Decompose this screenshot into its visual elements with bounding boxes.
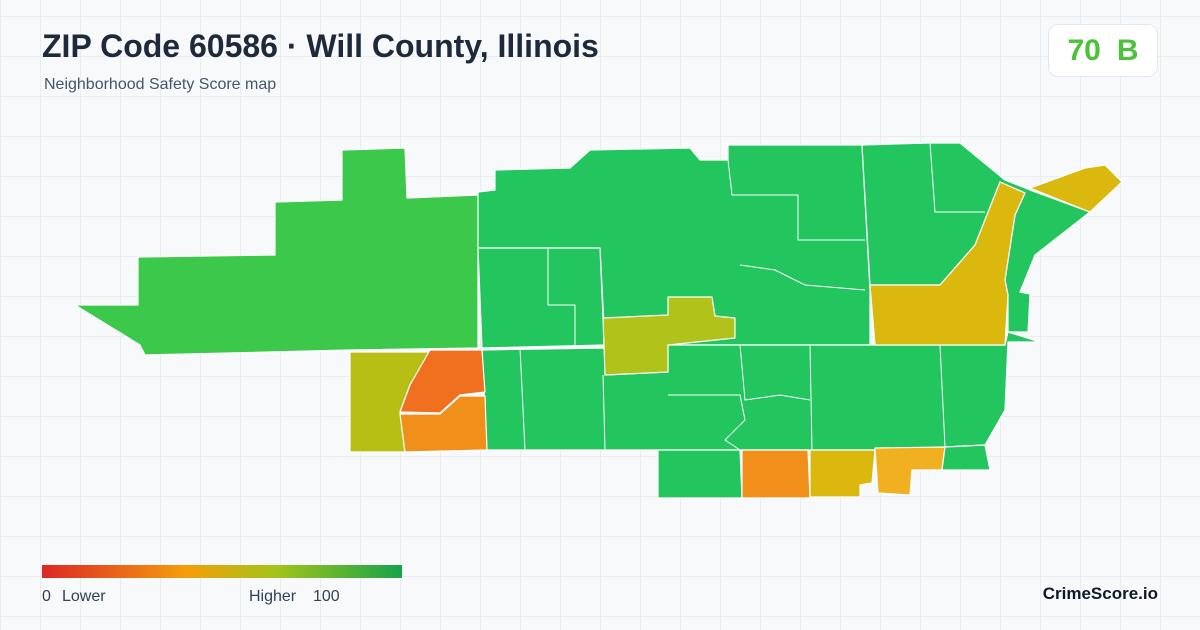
legend-min: 0 (42, 588, 51, 605)
region (1029, 164, 1123, 213)
region (809, 449, 876, 498)
region (481, 331, 1041, 451)
legend-gradient (42, 565, 402, 578)
region (874, 446, 946, 496)
region (869, 181, 1026, 346)
region (602, 296, 736, 376)
region (741, 449, 811, 499)
region (941, 444, 991, 471)
region (477, 247, 606, 349)
brand: CrimeScore.io (1042, 584, 1158, 603)
region (399, 349, 486, 414)
legend-high-label: Higher (249, 588, 297, 605)
score-badge: 70 B (1048, 24, 1158, 77)
region (657, 449, 743, 499)
title: ZIP Code 60586 · Will County, Illinois (42, 28, 599, 64)
legend-max: 100 (313, 588, 340, 605)
legend-low-label: Lower (62, 588, 106, 605)
region (74, 147, 479, 356)
score-grade: B (1116, 33, 1139, 67)
subtitle: Neighborhood Safety Score map (44, 76, 277, 93)
region (399, 395, 488, 453)
region-borders (519, 142, 985, 451)
score-value: 70 (1067, 33, 1101, 67)
